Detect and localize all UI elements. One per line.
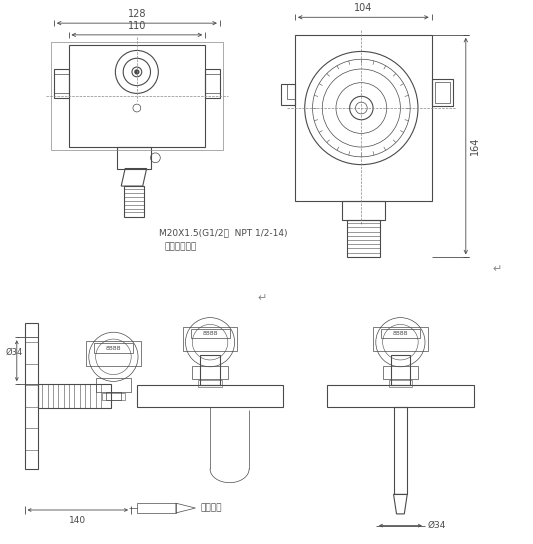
Bar (117, 147, 151, 169)
Bar (190, 329, 230, 338)
Bar (25, 323, 38, 469)
Bar (287, 84, 295, 99)
Text: Ø34: Ø34 (427, 521, 446, 530)
Bar (96, 378, 131, 392)
Text: 或由用户指定: 或由用户指定 (164, 242, 197, 251)
Bar (393, 406, 407, 494)
Text: 110: 110 (128, 21, 146, 31)
Bar (137, 385, 283, 406)
Bar (373, 326, 427, 351)
Bar (205, 69, 220, 98)
Bar (327, 385, 474, 406)
Bar (200, 355, 220, 385)
Circle shape (135, 70, 139, 74)
Text: 导气电缆: 导气电缆 (200, 504, 222, 512)
Text: 8888: 8888 (203, 331, 218, 336)
Bar (432, 79, 453, 106)
Bar (86, 341, 141, 366)
Bar (102, 393, 125, 400)
Text: 8888: 8888 (393, 331, 408, 336)
Bar (183, 326, 237, 351)
Bar (192, 366, 228, 379)
Bar (69, 45, 205, 147)
Text: 8888: 8888 (106, 345, 121, 350)
Text: Ø34: Ø34 (5, 348, 22, 356)
Bar (54, 69, 69, 98)
Bar (342, 201, 385, 220)
Bar (137, 503, 176, 513)
Bar (124, 186, 144, 217)
Bar (106, 392, 121, 400)
Bar (383, 366, 418, 379)
Bar (38, 384, 111, 407)
Bar (381, 329, 420, 338)
Bar (389, 380, 412, 387)
Bar (281, 84, 295, 105)
Text: 104: 104 (354, 3, 373, 14)
Text: 164: 164 (470, 137, 480, 155)
Bar (94, 343, 133, 353)
Text: ↵: ↵ (492, 264, 502, 274)
Text: ↵: ↵ (257, 293, 266, 304)
Bar (198, 380, 222, 387)
Text: 128: 128 (127, 9, 146, 19)
Text: M20X1.5(G1/2，  NPT 1/2-14): M20X1.5(G1/2， NPT 1/2-14) (159, 228, 288, 237)
Bar (295, 35, 432, 201)
Bar (51, 42, 223, 150)
Bar (346, 220, 380, 257)
Bar (391, 355, 410, 385)
Bar (434, 82, 450, 103)
Text: 140: 140 (69, 516, 86, 525)
